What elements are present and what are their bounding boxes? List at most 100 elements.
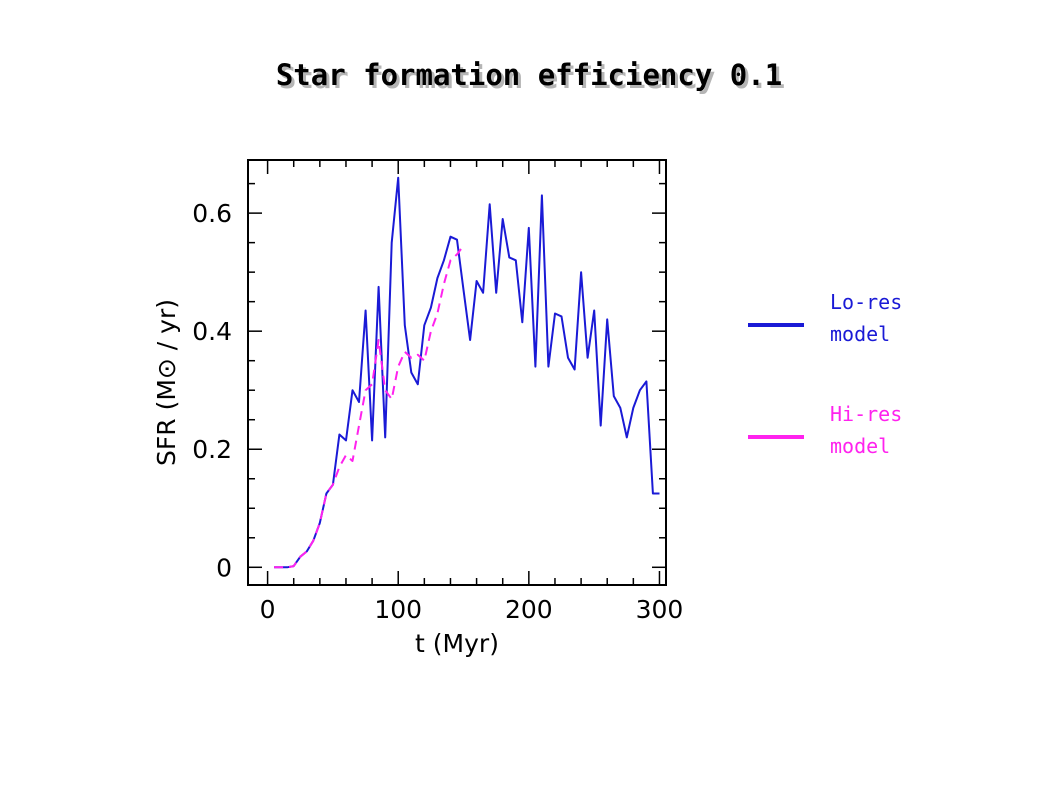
point-lo-res-model-12: [351, 389, 353, 391]
legend-label-lo-res: Lo-res model: [830, 286, 940, 350]
point-hi-res-model-11: [345, 454, 347, 456]
point-hi-res-model-6: [312, 540, 314, 542]
point-lo-res-model-26: [443, 259, 445, 261]
point-lo-res-model-23: [423, 324, 425, 326]
point-lo-res-model-31: [475, 280, 477, 282]
chart-title: Star formation efficiency 0.1 Star forma…: [275, 58, 786, 95]
y-tick-label-0-6: 0.6: [192, 199, 232, 228]
point-lo-res-model-46: [573, 368, 575, 370]
point-hi-res-model-3: [293, 565, 295, 567]
point-lo-res-model-24: [430, 306, 432, 308]
legend-swatch-hi-res: [748, 435, 804, 439]
legend: Lo-res model Hi-res model: [748, 286, 948, 510]
point-lo-res-model-41: [541, 194, 543, 196]
x-tick-label-300: 300: [636, 595, 684, 624]
point-hi-res-model-26: [443, 283, 445, 285]
point-lo-res-model-20: [404, 324, 406, 326]
point-lo-res-model-54: [626, 436, 628, 438]
point-lo-res-model-34: [495, 292, 497, 294]
point-lo-res-model-52: [613, 395, 615, 397]
point-lo-res-model-21: [410, 371, 412, 373]
point-hi-res-model-29: [462, 244, 464, 246]
point-hi-res-model-8: [325, 492, 327, 494]
legend-label-hi-res: Hi-res model: [830, 398, 940, 462]
plot-frame: [247, 159, 667, 586]
point-lo-res-model-42: [547, 365, 549, 367]
point-lo-res-model-28: [456, 239, 458, 241]
point-lo-res-model-33: [489, 203, 491, 205]
point-hi-res-model-12: [351, 460, 353, 462]
point-hi-res-model-5: [306, 550, 308, 552]
point-hi-res-model-9: [332, 484, 334, 486]
point-hi-res-model-22: [417, 354, 419, 356]
point-lo-res-model-40: [534, 365, 536, 367]
x-tick-label-100: 100: [374, 595, 422, 624]
point-lo-res-model-13: [358, 401, 360, 403]
chart-title-text: Star formation efficiency 0.1: [275, 58, 783, 92]
legend-label-hi-res-line2: model: [830, 434, 891, 458]
point-hi-res-model-17: [384, 389, 386, 391]
point-hi-res-model-27: [449, 259, 451, 261]
point-lo-res-model-18: [391, 241, 393, 243]
point-hi-res-model-16: [377, 339, 379, 341]
point-hi-res-model-18: [391, 398, 393, 400]
point-hi-res-model-13: [358, 424, 360, 426]
y-tick-label-0-4: 0.4: [192, 317, 232, 346]
point-lo-res-model-17: [384, 436, 386, 438]
point-lo-res-model-38: [521, 321, 523, 323]
point-hi-res-model-28: [456, 253, 458, 255]
point-hi-res-model-4: [299, 556, 301, 558]
point-lo-res-model-11: [345, 439, 347, 441]
x-tick-label-0: 0: [260, 595, 276, 624]
x-axis-label: t (Myr): [415, 629, 499, 658]
point-lo-res-model-59: [658, 492, 660, 494]
x-tick-label-200: 200: [505, 595, 553, 624]
point-lo-res-model-27: [449, 236, 451, 238]
legend-label-lo-res-line1: Lo-res: [830, 290, 903, 314]
point-lo-res-model-55: [632, 407, 634, 409]
point-hi-res-model-21: [410, 357, 412, 359]
point-lo-res-model-43: [554, 312, 556, 314]
point-lo-res-model-39: [528, 227, 530, 229]
point-lo-res-model-53: [619, 407, 621, 409]
point-lo-res-model-22: [417, 383, 419, 385]
point-hi-res-model-1: [280, 566, 282, 568]
point-lo-res-model-16: [377, 286, 379, 288]
point-hi-res-model-23: [423, 360, 425, 362]
point-lo-res-model-30: [469, 339, 471, 341]
point-lo-res-model-36: [508, 256, 510, 258]
axis-ticks: [248, 160, 666, 585]
legend-item-lo-res: Lo-res model: [748, 286, 948, 398]
point-lo-res-model-47: [580, 271, 582, 273]
chart-title-shadow: Star formation efficiency 0.1: [278, 61, 786, 95]
point-lo-res-model-56: [639, 389, 641, 391]
point-lo-res-model-35: [502, 218, 504, 220]
point-hi-res-model-20: [404, 351, 406, 353]
series-line-hi-res-model: [274, 245, 465, 569]
point-lo-res-model-25: [436, 277, 438, 279]
point-lo-res-model-48: [586, 357, 588, 359]
point-hi-res-model-15: [371, 383, 373, 385]
point-lo-res-model-57: [645, 380, 647, 382]
legend-label-hi-res-line1: Hi-res: [830, 402, 903, 426]
point-hi-res-model-0: [273, 566, 275, 568]
point-hi-res-model-25: [436, 312, 438, 314]
point-lo-res-model-10: [338, 433, 340, 435]
point-lo-res-model-29: [462, 289, 464, 291]
point-lo-res-model-15: [371, 439, 373, 441]
point-lo-res-model-49: [593, 309, 595, 311]
legend-swatch-lo-res: [748, 323, 804, 327]
point-lo-res-model-51: [606, 318, 608, 320]
point-lo-res-model-50: [600, 424, 602, 426]
point-hi-res-model-19: [397, 365, 399, 367]
chart-title-wrap: Star formation efficiency 0.1 Star forma…: [0, 58, 1058, 95]
point-hi-res-model-7: [319, 522, 321, 524]
series-line-lo-res-model: [274, 176, 660, 569]
y-axis-label: SFR (M⊙ / yr): [152, 299, 181, 466]
point-lo-res-model-37: [515, 259, 517, 261]
y-tick-label-0: 0: [216, 553, 232, 582]
point-lo-res-model-32: [482, 292, 484, 294]
point-hi-res-model-14: [364, 389, 366, 391]
y-tick-label-0-2: 0.2: [192, 435, 232, 464]
point-hi-res-model-24: [430, 330, 432, 332]
